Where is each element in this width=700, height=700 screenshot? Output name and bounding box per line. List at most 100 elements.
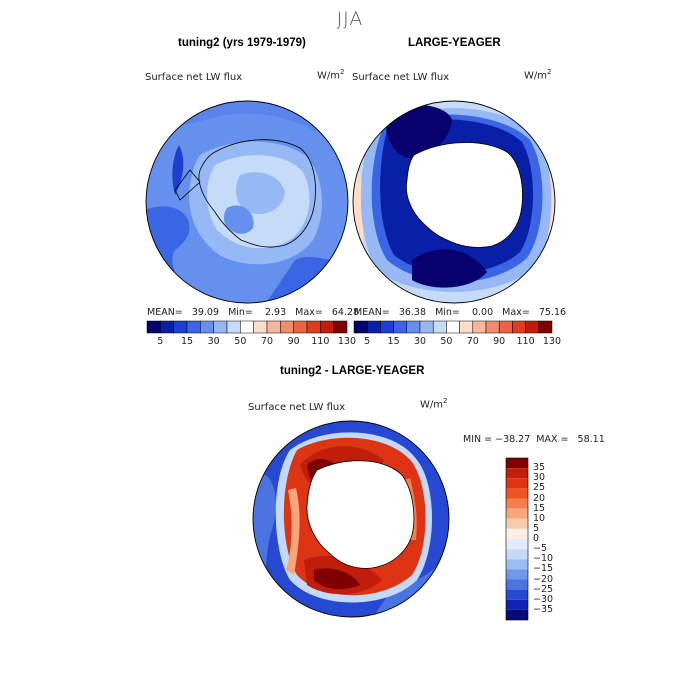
diff-panel-title: tuning2 - LARGE-YEAGER: [280, 365, 425, 377]
diff-colorbar-tick-label: 15: [533, 502, 546, 514]
right-colorbar-swatch: [512, 320, 526, 334]
right-colorbar-tick-label: 130: [542, 336, 562, 347]
left-colorbar-tick-label: 90: [287, 336, 300, 347]
right-colorbar-swatch: [538, 320, 553, 334]
right-colorbar-swatch: [393, 320, 408, 334]
left-colorbar-swatch: [266, 320, 281, 334]
left-colorbar-tick-label: 50: [234, 336, 247, 347]
diff-colorbar-tick-label: 20: [533, 492, 546, 504]
diff-polar-map: [252, 420, 450, 618]
left-colorbar-tick-label: 5: [157, 336, 164, 347]
diff-colorbar-tick-label: 35: [533, 462, 546, 474]
left-colorbar-swatch: [213, 320, 228, 334]
season-title: JJA: [336, 8, 364, 30]
right-colorbar-swatch: [366, 320, 381, 334]
diff-colorbar-swatch: [506, 569, 528, 580]
left-colorbar-swatch: [306, 320, 321, 334]
diff-stats: MIN = −38.27 MAX = 58.11: [463, 434, 605, 445]
left-colorbar-tick-label: 70: [260, 336, 274, 347]
diff-units-label: W/m2: [420, 397, 448, 411]
right-colorbar-swatch: [525, 320, 540, 334]
right-colorbar-tick-label: 90: [493, 336, 506, 347]
diff-colorbar-tick-label: −30: [533, 593, 554, 605]
left-colorbar-swatch: [146, 320, 161, 334]
left-stats: MEAN= 39.09 Min= 2.93 Max= 64.28: [147, 307, 360, 318]
left-panel-title: tuning2 (yrs 1979-1979): [178, 37, 306, 49]
right-colorbar-tick-label: 5: [364, 336, 371, 347]
right-panel-title: LARGE-YEAGER: [408, 37, 501, 49]
left-polar-map: [145, 100, 349, 304]
left-colorbar-swatch: [226, 320, 241, 334]
right-colorbar-tick-label: 50: [440, 336, 453, 347]
diff-colorbar-tick-label: 25: [533, 482, 546, 494]
right-colorbar-tick-label: 30: [413, 336, 427, 347]
right-colorbar-swatch: [446, 320, 460, 334]
right-colorbar-swatch: [485, 320, 500, 334]
right-colorbar-swatch: [380, 320, 394, 334]
diff-colorbar-swatch: [506, 478, 528, 489]
right-colorbar-swatch: [432, 320, 447, 334]
right-colorbar-swatch: [472, 320, 487, 334]
diff-colorbar: [505, 457, 529, 621]
left-colorbar-swatch: [186, 320, 201, 334]
diff-colorbar-swatch: [506, 468, 528, 479]
diff-colorbar-swatch: [506, 589, 528, 600]
left-colorbar-tick-label: 130: [337, 336, 357, 347]
left-colorbar-swatch: [293, 320, 308, 334]
diff-colorbar-tick-label: −15: [533, 563, 554, 575]
diff-colorbar-swatch: [506, 528, 528, 539]
right-variable-label: Surface net LW flux: [352, 72, 450, 83]
diff-variable-label: Surface net LW flux: [248, 402, 346, 413]
diff-colorbar-swatch: [506, 579, 528, 590]
right-units-label: W/m2: [524, 68, 552, 82]
left-colorbar-tick-label: 110: [311, 336, 330, 347]
right-colorbar: [353, 320, 553, 334]
right-polar-map: [352, 100, 556, 304]
left-colorbar-swatch: [320, 320, 334, 334]
right-colorbar-swatch: [419, 320, 434, 334]
diff-colorbar-swatch: [506, 458, 528, 469]
left-colorbar-swatch: [200, 320, 214, 334]
left-colorbar-tick-label: 30: [207, 336, 220, 347]
diff-colorbar-swatch: [506, 539, 528, 550]
left-colorbar: [146, 320, 348, 334]
left-colorbar-swatch: [173, 320, 188, 334]
right-colorbar-tick-label: 110: [516, 336, 535, 347]
left-colorbar-swatch: [240, 320, 254, 334]
right-colorbar-ticks: 5 15 30 50 70 90 110 130: [354, 336, 561, 348]
right-colorbar-tick-label: 70: [466, 336, 479, 347]
left-colorbar-ticks: 5 15 30 50 70 90 110 130: [147, 336, 356, 348]
left-colorbar-swatch: [333, 320, 348, 334]
diff-colorbar-tick-label: −5: [533, 543, 548, 555]
diff-colorbar-tick-label: −10: [533, 553, 554, 565]
left-variable-label: Surface net LW flux: [145, 72, 243, 83]
diff-colorbar-border: [505, 457, 529, 621]
diff-colorbar-swatch: [506, 488, 528, 499]
diff-colorbar-tick-label: −20: [533, 573, 554, 585]
diff-colorbar-swatch: [506, 559, 528, 570]
right-colorbar-tick-label: 15: [387, 336, 400, 347]
diff-colorbar-swatch: [506, 609, 528, 620]
diff-colorbar-swatch: [506, 549, 528, 560]
left-colorbar-swatch: [280, 320, 294, 334]
right-colorbar-swatch: [498, 320, 513, 334]
diff-colorbar-swatch: [506, 498, 528, 509]
diff-colorbar-tick-label: 10: [533, 512, 546, 524]
left-colorbar-swatch: [160, 320, 174, 334]
diff-colorbar-swatch: [506, 599, 528, 610]
left-colorbar-swatch: [253, 320, 268, 334]
diff-colorbar-swatch: [506, 508, 528, 519]
right-colorbar-swatch: [459, 320, 474, 334]
right-stats: MEAN= 36.38 Min= 0.00 Max= 75.16: [354, 307, 567, 318]
diff-colorbar-swatch: [506, 518, 528, 529]
diff-colorbar-tick-label: 30: [533, 472, 546, 484]
diff-colorbar-tick-label: 5: [533, 522, 540, 534]
diff-colorbar-tick-label: 0: [533, 533, 540, 544]
right-colorbar-swatch: [406, 320, 421, 334]
right-colorbar-swatch: [353, 320, 368, 334]
left-colorbar-tick-label: 15: [180, 336, 194, 347]
diff-colorbar-tick-label: −25: [533, 583, 554, 595]
diff-colorbar-ticks: 35 30 25 20 15 10 5 0 −5 −10 −15 −20 −25 −30 −35: [533, 458, 573, 620]
diff-colorbar-tick-label: −35: [533, 603, 554, 615]
left-units-label: W/m2: [317, 68, 345, 82]
